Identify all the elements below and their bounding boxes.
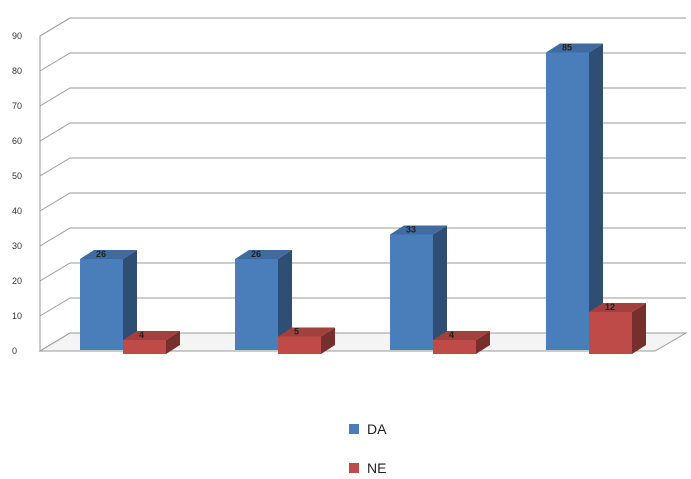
bar-side [632,303,646,354]
y-tick-label: 90 [12,31,22,41]
y-tick-label: 0 [12,346,17,356]
bar-ne-1 [123,331,180,354]
y-tick-label: 80 [12,66,22,76]
gridline [39,87,686,107]
data-label-da-1: 26 [96,249,106,259]
bars [80,43,646,354]
y-tick-label: 40 [12,206,22,216]
y-tick-label: 30 [12,241,22,251]
bar-front [433,340,476,354]
bar-side [476,331,490,354]
bar-front [546,52,589,350]
gridline [39,192,686,212]
gridline [39,157,686,177]
legend-swatch-ne [349,463,359,473]
bar-da-2 [235,250,292,350]
y-tick-label: 50 [12,171,22,181]
data-label-da-3: 33 [406,225,416,235]
bar-top [235,250,292,259]
gridline [39,227,686,247]
data-label-ne-2: 5 [294,327,299,337]
legend-label-da: DA [367,421,387,437]
bar-top [123,331,180,340]
gridline [39,52,686,72]
legend-label-ne: NE [367,460,386,476]
data-labels: 26 26 33 85 4 5 4 12 [96,43,615,341]
gridline [39,297,686,317]
bar-da-4 [546,43,603,350]
data-label-ne-1: 4 [139,330,144,340]
gridline [39,262,686,282]
y-tick-label: 10 [12,311,22,321]
bar-top [80,250,137,259]
bar-top [390,225,447,235]
gridline [39,17,686,37]
data-label-ne-3: 4 [449,330,454,340]
bar-front [278,336,321,354]
bar-front [589,312,632,354]
bar-top [546,43,603,53]
bar-side [166,331,180,354]
bar-ne-4 [589,303,646,354]
legend: DA NE [349,421,387,476]
bar-side [589,43,603,350]
bar-front [235,259,278,350]
bar-top [433,331,490,340]
data-label-da-4: 85 [562,43,572,53]
legend-swatch-da [349,424,359,434]
bar-side [123,250,137,350]
bar-side [433,225,447,350]
bar-top [278,327,335,337]
bar-side [278,250,292,350]
y-tick-label: 60 [12,136,22,146]
bar-front [123,340,166,354]
y-axis-ticks: 0 10 20 30 40 50 60 70 80 90 [12,31,22,356]
bar-ne-2 [278,327,335,354]
y-tick-label: 70 [12,101,22,111]
bar-top [589,303,646,312]
bar-da-3 [390,225,447,350]
data-label-ne-4: 12 [605,302,615,312]
bar-front [390,234,433,350]
gridline [39,122,686,142]
data-label-da-2: 26 [251,249,261,259]
bar-da-1 [80,250,137,350]
bar-ne-3 [433,331,490,354]
y-tick-label: 20 [12,276,22,286]
bar-front [80,259,123,350]
bar-side [321,327,335,354]
